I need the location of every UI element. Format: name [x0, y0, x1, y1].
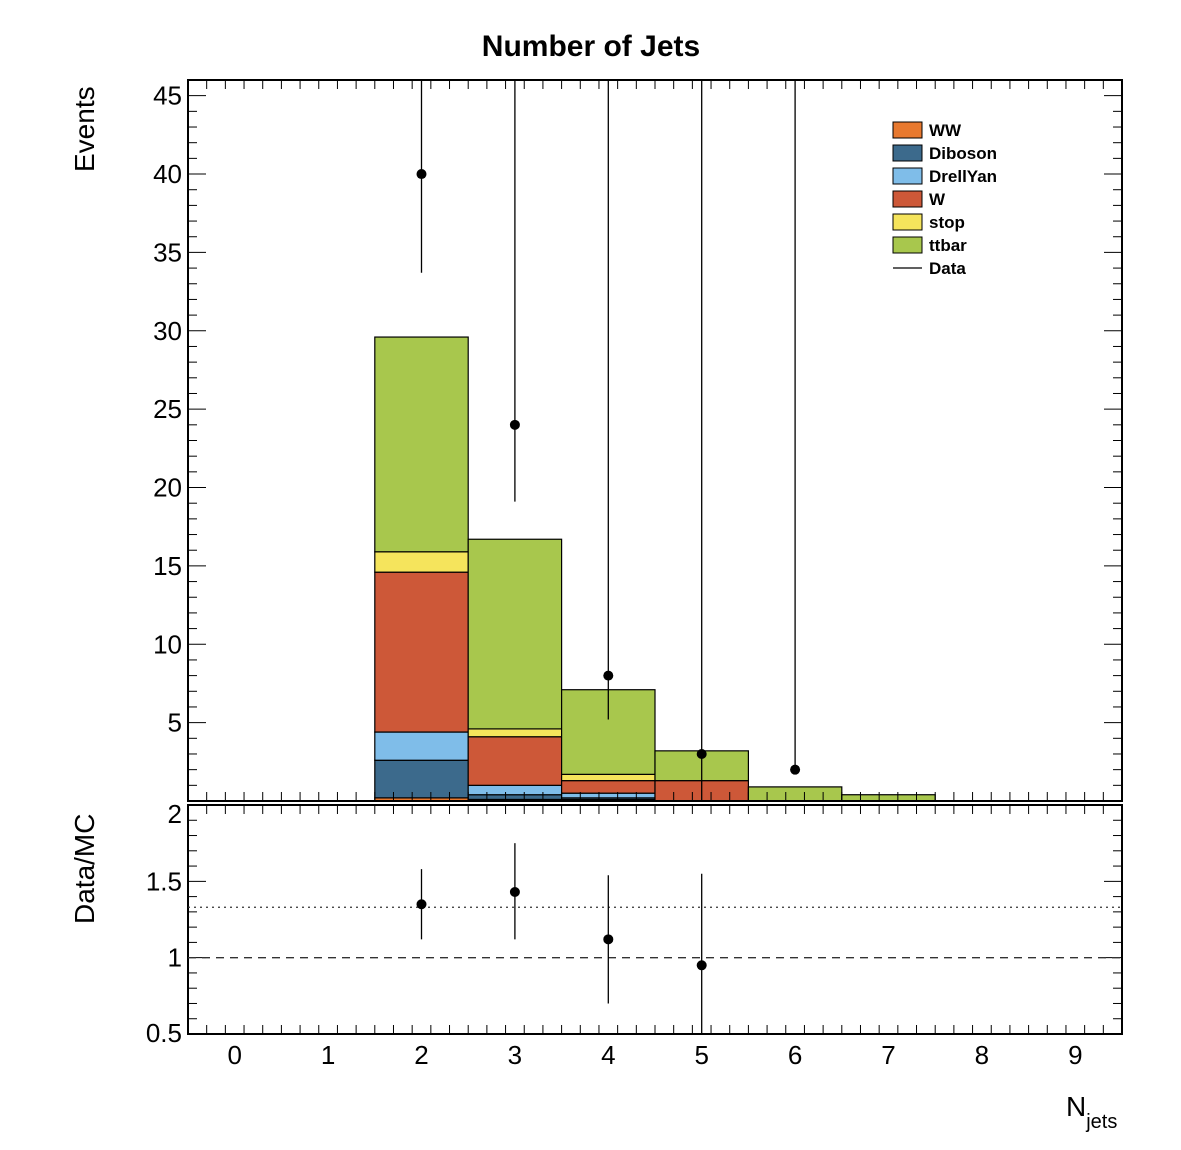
y-tick-label-40: 40	[153, 159, 182, 189]
bar-diboson-3	[467, 794, 563, 801]
data-point-5	[696, 748, 707, 759]
x-tick-label-8: 8	[975, 1040, 989, 1070]
x-tick-label-5: 5	[694, 1040, 708, 1070]
y-axis-label-events: Events	[69, 86, 100, 172]
legend-swatch-drellyan	[892, 167, 923, 185]
bar-w-2	[374, 571, 469, 733]
y-tick-label-45: 45	[153, 81, 182, 111]
data-point-4	[603, 670, 614, 681]
ratio-point-4	[603, 934, 614, 945]
data-point-3	[509, 419, 520, 430]
legend-swatch-ww	[892, 121, 923, 139]
bar-ttbar-2	[374, 336, 469, 553]
bar-w-4	[560, 780, 656, 794]
x-tick-label-7: 7	[881, 1040, 895, 1070]
y-tick-label-5: 5	[168, 708, 182, 738]
main-plot: 5 10 15 20 25 30 35 40 45	[153, 79, 1123, 802]
legend-swatch-diboson	[892, 144, 923, 162]
x-tick-label-6: 6	[788, 1040, 802, 1070]
bar-ttbar-6	[747, 786, 843, 802]
data-point-2	[416, 169, 427, 180]
y-tick-label-25: 25	[153, 394, 182, 424]
ratio-y-tick-label-1.5: 1.5	[146, 866, 182, 896]
x-tick-label-3: 3	[508, 1040, 522, 1070]
bar-diboson-2	[374, 759, 469, 799]
bar-stop-3	[467, 728, 563, 738]
bar-stop-2	[374, 551, 469, 573]
legend-label-drellyan: DrellYan	[929, 167, 997, 186]
bar-drellyan-3	[467, 784, 563, 796]
bar-w-3	[467, 736, 563, 786]
y-tick-label-20: 20	[153, 473, 182, 503]
data-point-6	[790, 764, 801, 775]
legend-label-stop: stop	[929, 213, 965, 232]
legend-swatch-ttbar	[892, 236, 923, 254]
legend-label-ttbar: ttbar	[929, 236, 967, 255]
legend-label-ww: WW	[929, 121, 962, 140]
x-tick-label-4: 4	[601, 1040, 615, 1070]
y-tick-label-10: 10	[153, 629, 182, 659]
legend-label-w: W	[929, 190, 946, 209]
x-tick-label-1: 1	[321, 1040, 335, 1070]
bar-drellyan-4	[560, 792, 656, 799]
legend-swatch-w	[892, 190, 923, 208]
bar-stop-4	[560, 773, 656, 782]
ratio-y-tick-label-0.5: 0.5	[146, 1018, 182, 1048]
y-tick-label-35: 35	[153, 237, 182, 267]
ratio-y-tick-label-1: 1	[168, 943, 182, 973]
y-axis-label-ratio: Data/MC	[69, 814, 100, 924]
x-tick-label-2: 2	[414, 1040, 428, 1070]
legend-swatch-stop	[892, 213, 923, 231]
ratio-y-tick-label-2: 2	[168, 799, 182, 829]
ratio-point-5	[696, 960, 707, 971]
bar-ttbar-3	[467, 538, 563, 730]
y-tick-label-15: 15	[153, 551, 182, 581]
x-axis-label-sub: jets	[1085, 1111, 1117, 1133]
legend-label-diboson: Diboson	[929, 144, 997, 163]
x-tick-label-0: 0	[227, 1040, 241, 1070]
legend-label-data: Data	[929, 259, 966, 278]
x-tick-label-9: 9	[1068, 1040, 1082, 1070]
x-axis-label: Njets	[1066, 1091, 1117, 1133]
bar-drellyan-2	[374, 731, 469, 761]
ratio-plot-frame	[187, 804, 1123, 1035]
ratio-point-3	[509, 887, 520, 898]
chart-title: Number of Jets	[482, 30, 700, 63]
ratio-point-2	[416, 899, 427, 910]
y-tick-label-30: 30	[153, 316, 182, 346]
x-axis-label-main: N	[1066, 1091, 1086, 1122]
ratio-plot: 0 1 2 3 4 5 6 7 8 9 0.5 1 1.5 2	[146, 799, 1123, 1070]
